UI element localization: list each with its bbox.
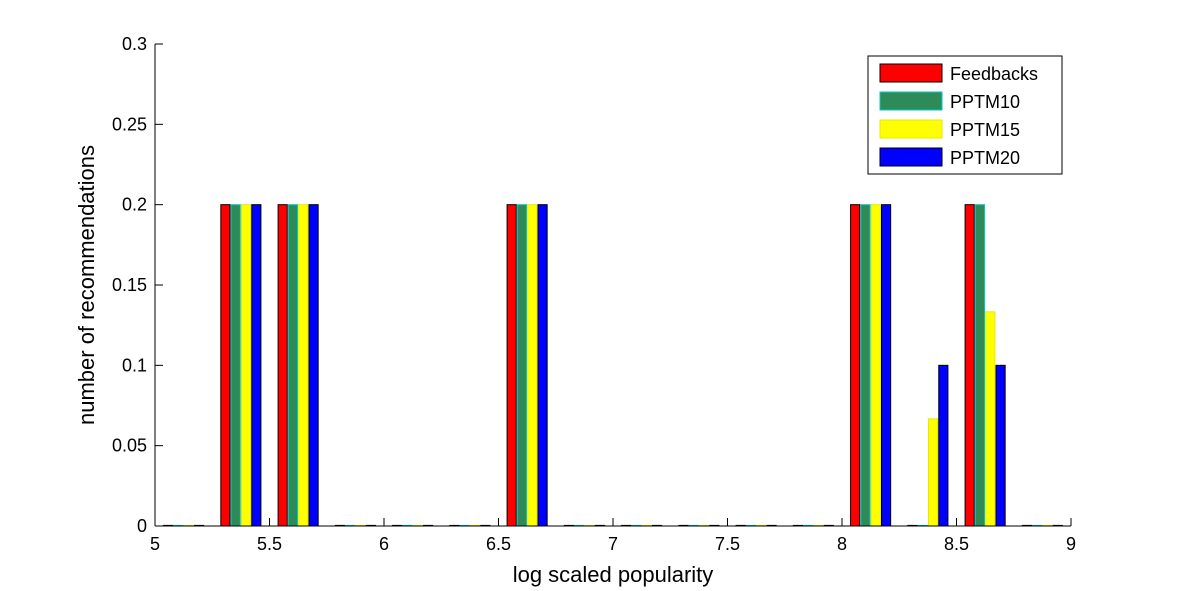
y-tick-label: 0.05 [112, 436, 147, 456]
y-tick-label: 0.2 [122, 195, 147, 215]
x-tick-label: 7 [608, 534, 618, 554]
x-tick-label: 5 [150, 534, 160, 554]
bar-feedbacks-1 [220, 204, 231, 527]
bar-pptm10-1 [230, 204, 241, 527]
y-axis-label: number of recommendations [74, 145, 99, 425]
x-tick-label: 6 [379, 534, 389, 554]
bar-pptm10-6 [516, 204, 528, 527]
bar-pptm20-6 [537, 204, 548, 527]
bar-pptm20-1 [251, 204, 262, 527]
x-tick-label: 5.5 [257, 534, 282, 554]
bar-pptm10-12 [860, 204, 871, 527]
x-tick-label: 7.5 [715, 534, 740, 554]
bar-pptm10-2 [287, 204, 299, 527]
bar-pptm20-14 [995, 364, 1006, 527]
bar-pptm15-6 [527, 204, 538, 527]
x-tick-label: 9 [1066, 534, 1076, 554]
legend-label-pptm20: PPTM20 [950, 148, 1020, 168]
y-tick-label: 0.15 [112, 275, 147, 295]
bar-pptm15-13 [927, 418, 939, 527]
legend-swatch-pptm15 [879, 119, 943, 139]
bar-pptm20-13 [938, 364, 949, 527]
x-axis-label: log scaled popularity [513, 562, 714, 587]
y-tick-label: 0 [137, 516, 147, 536]
x-tick-label: 6.5 [486, 534, 511, 554]
legend-label-pptm15: PPTM15 [950, 120, 1020, 140]
legend: Feedbacks PPTM10 PPTM15 PPTM20 [867, 55, 1063, 175]
legend-swatch-pptm20 [879, 147, 943, 167]
x-tick-label: 8.5 [944, 534, 969, 554]
bar-pptm20-2 [308, 204, 319, 527]
bar-pptm20-12 [881, 204, 892, 527]
x-tick-label: 8 [837, 534, 847, 554]
y-tick-label: 0.1 [122, 355, 147, 375]
bar-feedbacks-12 [850, 204, 861, 527]
y-tick-label: 0.3 [122, 34, 147, 54]
bar-pptm15-1 [240, 204, 252, 527]
bar-pptm15-14 [985, 311, 996, 527]
legend-label-feedbacks: Feedbacks [950, 64, 1038, 84]
bar-pptm15-12 [870, 204, 881, 527]
legend-swatch-feedbacks [879, 63, 943, 83]
y-tick-label: 0.25 [112, 114, 147, 134]
bar-feedbacks-2 [277, 204, 288, 527]
bar-pptm10-14 [974, 204, 986, 527]
legend-swatch-pptm10 [879, 91, 943, 111]
legend-label-pptm10: PPTM10 [950, 92, 1020, 112]
bar-feedbacks-14 [964, 204, 975, 527]
bar-pptm15-2 [298, 204, 309, 527]
axes-layer: 5 5.5 6 6.5 7 7.5 8 8.5 9 0 0.05 0.1 0.15 0.2 0.25 0.3 [112, 34, 1076, 554]
bar-feedbacks-6 [506, 204, 517, 527]
